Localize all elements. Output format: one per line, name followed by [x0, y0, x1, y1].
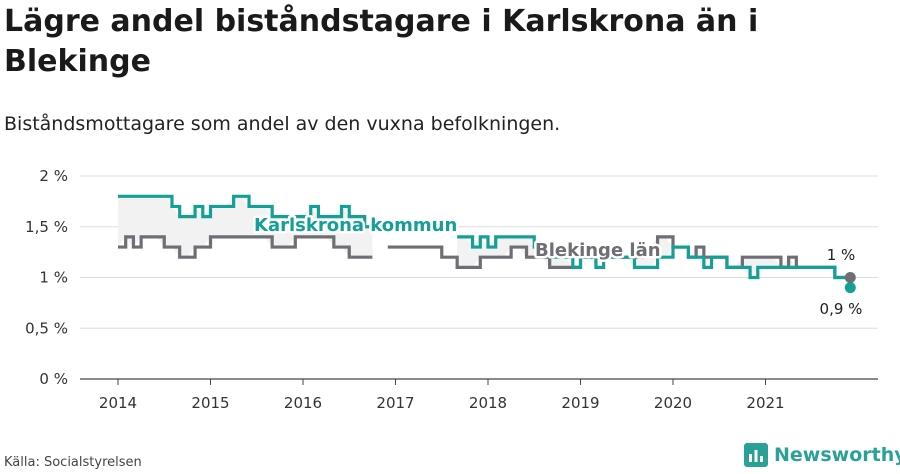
svg-text:1 %: 1 %: [827, 246, 856, 264]
line-chart: 0 % 0,5 % 1 % 1,5 % 2 % 2014 2015 2016 2017 2018…: [25, 167, 878, 412]
svg-text:Blekinge län: Blekinge län: [535, 240, 661, 261]
chart-title: Lägre andel biståndstagare i Karlskrona …: [4, 4, 759, 79]
y-axis-ticks: 0 % 0,5 % 1 % 1,5 % 2 %: [25, 167, 68, 388]
y-tick-label: 1,5 %: [25, 218, 68, 236]
x-tick-label: 2019: [561, 394, 599, 412]
blekinge-end-marker: [844, 272, 856, 283]
x-tick-label: 2016: [284, 394, 322, 412]
y-tick-label: 0,5 %: [25, 319, 68, 337]
blekinge-end-label: 1 %1 %: [824, 244, 858, 267]
x-tick-label: 2017: [376, 394, 414, 412]
source-note: Källa: Socialstyrelsen: [4, 455, 142, 470]
karlskrona-end-marker: [844, 282, 856, 294]
difference-band: [118, 196, 851, 288]
karlskrona-end-label: 0,9 %0,9 %: [817, 298, 865, 321]
x-tick-label: 2018: [469, 394, 507, 412]
y-tick-label: 2 %: [39, 167, 68, 185]
x-tick-label: 2020: [654, 394, 692, 412]
x-axis: 2014 2015 2016 2017 2018 2019 2020 2021: [80, 378, 878, 412]
blekinge-line: [118, 235, 851, 280]
brand-name: Newsworthy: [774, 444, 900, 466]
svg-text:Karlskrona kommun: Karlskrona kommun: [254, 215, 457, 236]
newsworthy-logo[interactable]: Newsworthy: [744, 443, 900, 467]
x-tick-label: 2021: [746, 394, 784, 412]
chart-subtitle: Biståndsmottagare som andel av den vuxna…: [4, 113, 561, 135]
svg-text:0,9 %: 0,9 %: [820, 300, 863, 318]
svg-text:1 %: 1 %: [827, 246, 856, 264]
x-tick-label: 2015: [191, 394, 229, 412]
karlskrona-line: [118, 194, 852, 288]
x-tick-label: 2014: [99, 394, 137, 412]
y-tick-label: 0 %: [39, 370, 68, 388]
svg-text:Karlskrona kommun: Karlskrona kommun: [254, 215, 457, 236]
svg-text:0,9 %: 0,9 %: [820, 300, 863, 318]
difference-area: [118, 196, 373, 258]
svg-text:Blekinge län: Blekinge län: [535, 240, 661, 261]
bar-chart-logo-icon: [744, 443, 768, 467]
series-lines: [118, 194, 856, 294]
y-tick-label: 1 %: [39, 269, 68, 287]
